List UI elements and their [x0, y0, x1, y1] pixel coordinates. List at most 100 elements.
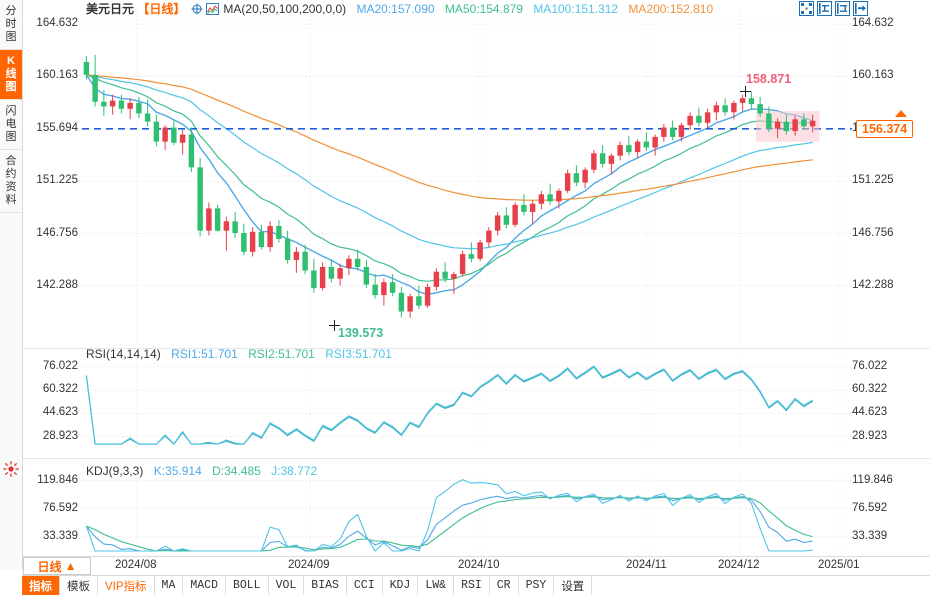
candle — [739, 94, 746, 112]
ma-chart-icon[interactable] — [206, 3, 220, 15]
candle — [416, 285, 422, 310]
indicator-tab-ma[interactable]: MA — [155, 576, 184, 595]
indicator-tab-vip[interactable]: VIP指标 — [98, 576, 155, 595]
indicator-tab-zhibiao[interactable]: 指标 — [22, 576, 60, 595]
indicator-tab-bias[interactable]: BIAS — [304, 576, 347, 595]
price-tick-left: 142.288 — [36, 278, 78, 291]
candle — [556, 188, 562, 209]
candle — [617, 141, 623, 161]
date-tick: 2024/08 — [115, 559, 157, 571]
period-selector-label: 日线 — [37, 559, 62, 574]
candle — [258, 224, 265, 250]
indicator-bar-filler — [592, 576, 930, 595]
indicator-tab-kdj[interactable]: KDJ — [383, 576, 419, 595]
rsi-header: RSI(14,14,14) RSI1:51.701 RSI2:51.701 RS… — [86, 347, 392, 361]
subchart-tick-right: 60.322 — [852, 383, 888, 396]
candle — [652, 134, 658, 156]
indicator-tab-template[interactable]: 模板 — [60, 576, 98, 595]
price-tick-left: 155.694 — [36, 121, 78, 134]
fit-chart-icon[interactable] — [799, 1, 814, 16]
period-low-annotation: 139.573 — [338, 326, 384, 340]
candle — [249, 227, 256, 257]
candle — [468, 242, 475, 263]
candle — [713, 101, 720, 121]
indicator-toolbar: 指标 模板 VIP指标 MA MACD BOLL VOL BIAS CCI KDJ LW& RSI CR… — [22, 575, 930, 595]
candle — [503, 207, 510, 229]
candle — [722, 98, 728, 116]
subchart-tick-left: 76.592 — [42, 501, 78, 514]
indicator-tab-psy[interactable]: PSY — [519, 576, 555, 595]
indicator-tab-cr[interactable]: CR — [490, 576, 519, 595]
indicator-tab-lwr[interactable]: LW& — [418, 576, 455, 595]
kdj-title: KDJ(9,3,3) — [86, 464, 144, 478]
candle — [731, 100, 737, 120]
subchart-tick-left: 44.623 — [42, 406, 78, 419]
candle — [696, 107, 702, 127]
candle — [171, 120, 177, 146]
candle — [179, 129, 186, 155]
align-right-icon[interactable] — [835, 1, 850, 16]
candle — [109, 94, 116, 115]
indicator-tab-settings[interactable]: 设置 — [554, 576, 593, 595]
period-selector-button[interactable]: 日线 ▲ — [23, 557, 91, 575]
subchart-tick-right: 28.923 — [852, 429, 888, 442]
candle — [512, 202, 518, 228]
current-price-tag[interactable]: 156.374 — [856, 120, 914, 138]
date-tick: 2024/12 — [718, 559, 760, 571]
candle — [783, 114, 790, 135]
chart-toolbar — [799, 1, 868, 16]
chevron-up-icon: ▲ — [64, 559, 77, 573]
date-tick: 2025/01 — [818, 559, 860, 571]
panel-divider-2 — [22, 458, 930, 459]
candle — [477, 240, 483, 262]
date-tick: 2024/11 — [626, 559, 667, 571]
candle — [538, 190, 545, 210]
rsi-chart-panel[interactable] — [82, 358, 852, 450]
candle — [774, 118, 781, 139]
candle — [206, 202, 212, 236]
candle — [433, 268, 440, 291]
sidebar-item-kline[interactable]: K线图 — [0, 50, 22, 100]
indicator-tab-vol[interactable]: VOL — [269, 576, 305, 595]
price-chart-panel[interactable] — [82, 8, 852, 342]
candle — [153, 114, 160, 147]
sun-alert-icon[interactable] — [3, 461, 19, 477]
rsi1-value: RSI1:51.701 — [171, 347, 238, 361]
subchart-tick-left: 60.322 — [42, 383, 78, 396]
indicator-tab-rsi[interactable]: RSI — [454, 576, 490, 595]
indicator-tab-cci[interactable]: CCI — [347, 576, 383, 595]
candle — [529, 200, 536, 224]
candle — [354, 249, 361, 271]
crosshair-target-icon[interactable] — [191, 3, 203, 15]
align-left-icon[interactable] — [817, 1, 832, 16]
indicator-tab-boll[interactable]: BOLL — [226, 576, 269, 595]
candle — [223, 216, 230, 251]
sidebar-item-lightning[interactable]: 闪电图 — [0, 100, 22, 150]
kdj-chart-panel[interactable] — [82, 474, 852, 552]
candle — [293, 247, 300, 273]
price-tick-left: 146.756 — [36, 226, 78, 239]
subchart-tick-left: 28.923 — [42, 429, 78, 442]
candle — [766, 106, 772, 133]
candle — [626, 135, 632, 156]
candle — [319, 262, 326, 291]
price-tag-arrow-icon — [895, 110, 907, 117]
candle — [757, 97, 763, 117]
indicator-tab-macd[interactable]: MACD — [183, 576, 226, 595]
date-tick: 2024/09 — [288, 559, 330, 571]
candle — [241, 223, 247, 256]
sidebar-item-contract-info[interactable]: 合约资料 — [0, 150, 22, 213]
symbol-name: 美元日元 — [86, 2, 135, 16]
candle — [214, 204, 221, 232]
candle — [792, 115, 798, 136]
candle — [687, 112, 693, 130]
low-marker-icon — [329, 320, 340, 331]
expand-right-icon[interactable] — [853, 1, 868, 16]
subchart-tick-right: 33.339 — [852, 529, 888, 542]
candle — [424, 283, 431, 309]
candle — [162, 125, 168, 150]
sidebar-item-timeshare[interactable]: 分时图 — [0, 0, 22, 50]
ma50-value: MA50:154.879 — [444, 2, 523, 16]
subchart-tick-left: 119.846 — [37, 473, 78, 486]
